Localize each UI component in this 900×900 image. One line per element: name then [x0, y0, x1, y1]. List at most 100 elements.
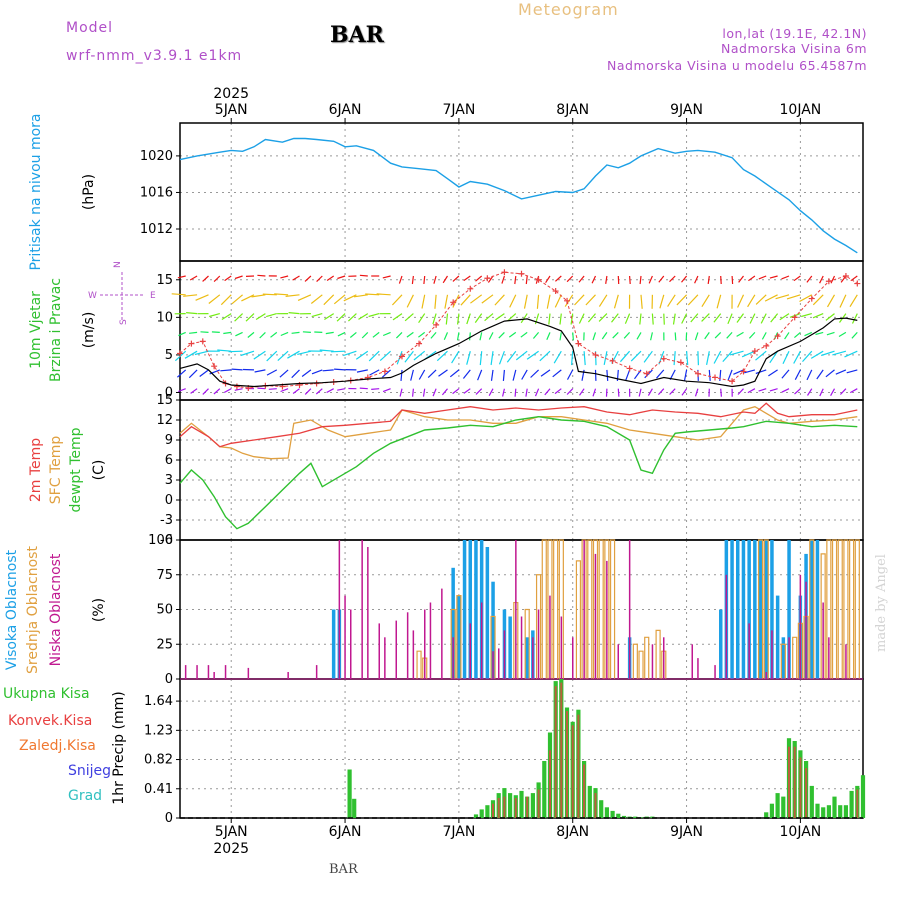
wind-arrow-4-36: [587, 313, 596, 323]
wind-arrow-6-45: [694, 275, 699, 284]
dewpt-line: [179, 415, 858, 530]
wind-arrow-3-1: [189, 331, 198, 334]
wind-arrow-1-26: [477, 369, 483, 381]
wind-arrow-5-23: [444, 294, 449, 309]
compass-north: N: [113, 261, 123, 268]
precip-bar-0-47: [838, 805, 843, 818]
cloud-bar-1-7: [535, 574, 542, 679]
wind-arrow-2-37: [603, 351, 608, 366]
date-top-5JAN: 5JAN: [215, 102, 248, 118]
wind-arrow-0-47: [720, 388, 722, 397]
wind-arrow-2-10: [287, 350, 300, 359]
cloud-bar-1-4: [490, 615, 496, 679]
wind-gust-point-17: [433, 321, 440, 328]
wind-arrow-2-45: [697, 351, 699, 366]
wind-arrow-0-59: [850, 388, 858, 394]
wind-arrow-5-2: [195, 294, 209, 301]
wind-arrow-6-33: [554, 275, 562, 282]
wind-arrow-2-34: [571, 351, 574, 366]
cloud-bar-0-31: [815, 540, 820, 679]
wind-arrow-0-18: [382, 388, 391, 393]
wind-arrow-1-50: [744, 369, 756, 374]
wind-gust-point-20: [484, 275, 491, 282]
precip-ylabel: 1hr Precip (mm): [111, 691, 127, 804]
precip-legend-1: Konvek.Kisa: [8, 713, 92, 729]
wind-arrow-0-21: [422, 388, 426, 397]
coords-label: lon,lat (19.1E, 42.1N): [722, 26, 867, 41]
cloud-bar-2-46: [765, 672, 767, 679]
wind-arrow-0-30: [525, 388, 528, 397]
cloud-bar-1-36: [849, 539, 855, 679]
wind-arrow-4-16: [358, 313, 369, 320]
wind-arrow-1-23: [438, 369, 448, 377]
wind-arrow-2-14: [331, 350, 346, 353]
wind-arrow-1-0: [177, 369, 187, 378]
wind-arrow-0-24: [452, 388, 460, 395]
cloud-bar-2-45: [748, 623, 750, 679]
date-bottom-6JAN: 6JAN: [329, 824, 362, 840]
pressure-ylabel: Pritisak na nivou mora: [28, 113, 44, 270]
cloud-bar-2-14: [384, 637, 386, 679]
model-name: wrf-nmm_v3.9.1 e1km: [66, 48, 243, 64]
wind-arrow-0-52: [769, 388, 778, 392]
precip-bar-0-25: [604, 807, 609, 818]
wind-arrow-5-21: [421, 294, 426, 309]
wind-arrow-5-59: [849, 294, 858, 308]
cloud-bar-2-17: [412, 630, 415, 679]
cloud-bar-2-26: [503, 630, 506, 679]
cloud-bar-2-18: [424, 609, 426, 679]
wind-arrow-1-16: [356, 369, 368, 373]
precip-bar-0-2: [473, 814, 479, 818]
precip-bar-0-24: [599, 800, 604, 818]
cloud-bar-2-29: [532, 637, 534, 679]
wind-arrow-4-20: [404, 313, 414, 322]
wind-arrow-2-44: [686, 351, 689, 366]
wind-arrow-5-32: [546, 294, 551, 309]
precip-bar-1-17: [805, 768, 808, 818]
wind-arrow-3-31: [532, 332, 540, 339]
ytick-clouds-3: 75: [156, 568, 173, 583]
wind-arrow-4-13: [324, 313, 335, 321]
wind-arrow-0-31: [534, 388, 540, 397]
wind-arrow-5-57: [826, 294, 836, 308]
wind-arrow-4-55: [801, 313, 812, 318]
wind-arrow-0-9: [280, 388, 289, 393]
wind-arrow-6-50: [748, 275, 756, 282]
wind-arrow-1-19: [400, 369, 403, 381]
wind-arrow-0-50: [747, 388, 756, 394]
cloud-bar-0-4: [462, 540, 467, 679]
wind-arrow-0-49: [737, 388, 744, 395]
wind-arrow-6-35: [578, 275, 585, 283]
cloud-unit: (%): [91, 598, 107, 622]
cloud-bar-1-9: [547, 539, 553, 679]
cloud-bar-2-42: [697, 658, 699, 679]
cloud-bar-1-35: [843, 539, 849, 679]
cloud-bar-1-2: [450, 608, 456, 679]
wind-arrow-3-28: [498, 331, 505, 339]
wind-arrow-5-14: [333, 294, 346, 305]
wind-arrow-1-27: [490, 369, 494, 381]
wind-arrow-4-23: [445, 313, 449, 325]
cloud-bar-2-35: [594, 553, 597, 679]
wind-arrow-3-2: [200, 331, 209, 333]
wind-arrow-5-43: [667, 294, 676, 307]
ytick-pressure-1: 1016: [140, 185, 173, 200]
wind-arrow-5-13: [323, 294, 335, 306]
cloud-bar-1-20: [638, 650, 644, 679]
cloud-bar-2-1: [196, 665, 198, 679]
ytick-wind-2: 10: [156, 310, 173, 325]
wind-arrow-6-14: [337, 275, 346, 280]
wind-arrow-2-57: [821, 350, 835, 357]
wind-arrow-4-26: [474, 313, 483, 323]
ytick-pressure-2: 1020: [140, 149, 173, 164]
ytick-precip-4: 1.64: [144, 694, 173, 709]
wind-arrow-0-44: [681, 388, 688, 396]
cloud-bar-0-9: [491, 581, 495, 679]
cloud-bar-1-31: [820, 553, 826, 679]
wind-arrow-3-50: [748, 331, 756, 339]
wind-gust-point-28: [609, 357, 616, 364]
wind-arrow-3-57: [826, 331, 835, 336]
wind-arrow-2-32: [539, 350, 551, 362]
wind-arrow-2-54: [793, 350, 801, 364]
wind-arrow-5-5: [231, 294, 243, 305]
